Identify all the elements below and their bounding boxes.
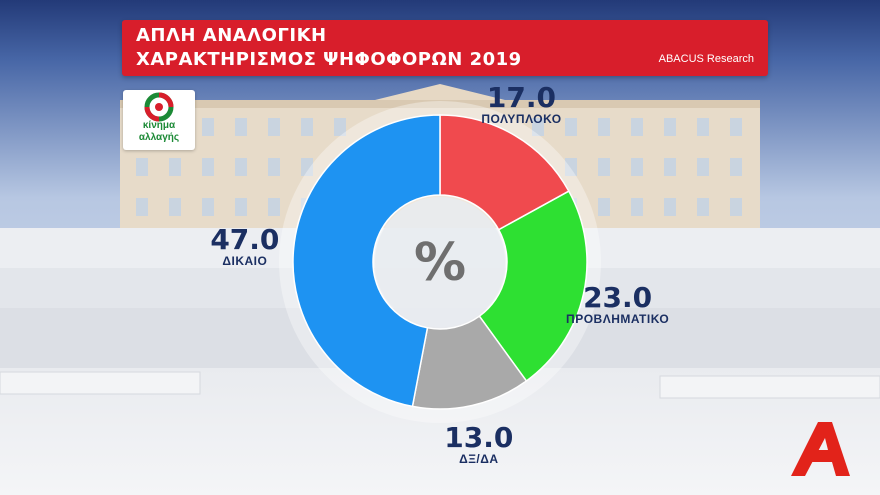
category-label-1: ΠΟΛΥΠΛΟΚΟ xyxy=(481,112,562,127)
category-label-4: ΔΙΚΑΙΟ xyxy=(222,253,268,268)
percent-symbol: % xyxy=(414,233,466,293)
window xyxy=(697,118,709,136)
value-label-2: 23.0 xyxy=(583,280,653,314)
window xyxy=(268,118,280,136)
value-label-3: 13.0 xyxy=(444,420,514,454)
window xyxy=(202,118,214,136)
window xyxy=(202,198,214,216)
window xyxy=(334,118,346,136)
category-label-3: ΔΞ/ΔΑ xyxy=(459,451,499,466)
category-label-2: ΠΡΟΒΛΗΜΑΤΙΚΟ xyxy=(566,311,670,326)
window xyxy=(532,118,544,136)
logo-text-1: κίνημα xyxy=(142,120,176,131)
window xyxy=(301,118,313,136)
window xyxy=(136,158,148,176)
window xyxy=(664,118,676,136)
window xyxy=(598,118,610,136)
window xyxy=(235,118,247,136)
window xyxy=(169,198,181,216)
window xyxy=(730,158,742,176)
window xyxy=(730,118,742,136)
window xyxy=(631,198,643,216)
value-label-1: 17.0 xyxy=(486,81,556,115)
source-label: ABACUS Research xyxy=(658,53,754,65)
window xyxy=(565,158,577,176)
window xyxy=(730,198,742,216)
window xyxy=(169,158,181,176)
window xyxy=(136,198,148,216)
window xyxy=(268,158,280,176)
window xyxy=(664,158,676,176)
title-line-2: ΧΑΡΑΚΤΗΡΙΣΜΟΣ ΨΗΦΟΦΟΡΩΝ 2019 xyxy=(136,49,522,70)
window xyxy=(697,158,709,176)
value-label-4: 47.0 xyxy=(210,222,280,256)
window xyxy=(664,198,676,216)
slice-4 xyxy=(292,114,441,408)
window xyxy=(268,198,280,216)
title-banner: ΑΠΛΗ ΑΝΑΛΟΓΙΚΗ ΧΑΡΑΚΤΗΡΙΣΜΟΣ ΨΗΦΟΦΟΡΩΝ 2… xyxy=(122,20,768,76)
donut-chart: % xyxy=(279,101,601,423)
logo-text-2: αλλαγής xyxy=(138,132,180,143)
alpha-tv-logo-icon xyxy=(791,422,850,476)
window xyxy=(631,158,643,176)
window xyxy=(565,118,577,136)
window xyxy=(697,198,709,216)
window xyxy=(235,198,247,216)
window xyxy=(301,158,313,176)
slice-1 xyxy=(439,114,570,231)
title-line-1: ΑΠΛΗ ΑΝΑΛΟΓΙΚΗ xyxy=(136,25,327,46)
party-logo: κίνημα αλλαγής xyxy=(123,90,195,150)
window xyxy=(598,158,610,176)
donut-center xyxy=(375,197,505,327)
window xyxy=(235,158,247,176)
kinal-party-logo-icon xyxy=(144,92,174,122)
window xyxy=(631,118,643,136)
window xyxy=(598,198,610,216)
window xyxy=(202,158,214,176)
slice-2 xyxy=(478,190,588,382)
